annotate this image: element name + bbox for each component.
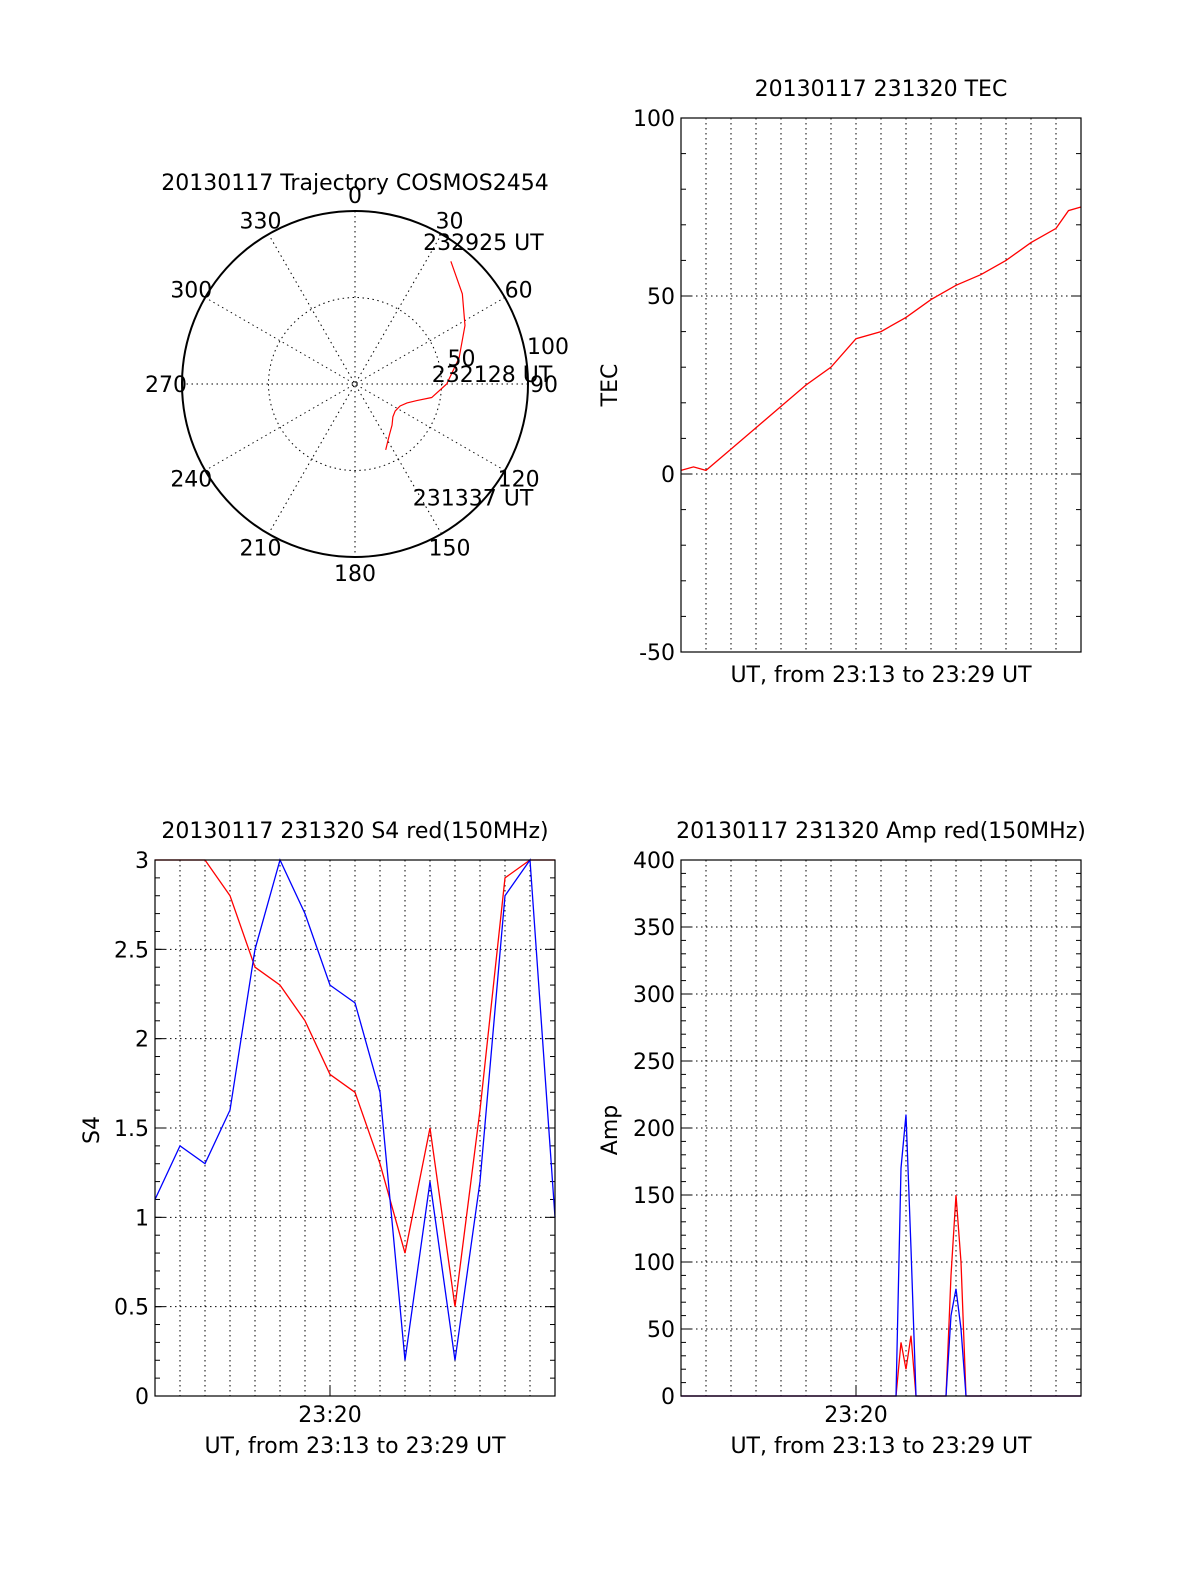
time-annotation: 232128 UT xyxy=(432,363,553,388)
y-tick-label: 50 xyxy=(647,1318,675,1343)
time-annotation: 231337 UT xyxy=(413,487,534,512)
polar-angle-label: 330 xyxy=(240,209,282,234)
polar-angle-label: 270 xyxy=(145,373,187,398)
y-tick-label: -50 xyxy=(639,641,675,666)
plot-frame xyxy=(680,117,1082,653)
plot-frame xyxy=(680,859,1082,1397)
amp-title: 20130117 231320 Amp red(150MHz) xyxy=(676,819,1086,844)
y-tick-label: 3 xyxy=(135,849,149,874)
y-tick-label: 200 xyxy=(633,1117,675,1142)
polar-radius-label: 50 xyxy=(448,347,476,372)
s4-panel: 20130117 231320 S4 red(150MHz) UT, from … xyxy=(80,819,556,1459)
series-line-0 xyxy=(155,859,555,1307)
series-line-0 xyxy=(680,206,1082,472)
x-tick-label: 23:20 xyxy=(298,1403,361,1428)
y-tick-label: 0 xyxy=(135,1385,149,1410)
time-annotation: 232925 UT xyxy=(423,231,544,256)
y-tick-label: 300 xyxy=(633,983,675,1008)
polar-angle-label: 150 xyxy=(429,537,471,562)
amp-ylabel: Amp xyxy=(598,1105,623,1155)
y-tick-label: 50 xyxy=(647,285,675,310)
polar-radius-label: 100 xyxy=(527,335,569,360)
tec-xlabel: UT, from 23:13 to 23:29 UT xyxy=(730,663,1032,688)
polar-angle-label: 120 xyxy=(498,468,540,493)
polar-angle-label: 60 xyxy=(505,279,533,304)
satellite-track xyxy=(385,261,466,450)
trajectory-title: 20130117 Trajectory COSMOS2454 xyxy=(161,171,548,196)
y-tick-label: 0 xyxy=(661,463,675,488)
y-tick-label: 2 xyxy=(135,1028,149,1053)
x-tick-label: 23:20 xyxy=(824,1403,887,1428)
tec-panel: 20130117 231320 TEC UT, from 23:13 to 23… xyxy=(598,77,1082,688)
polar-angle-label: 0 xyxy=(348,184,362,209)
trajectory-panel: 20130117 Trajectory COSMOS2454 0 30 60 90 12… xyxy=(145,171,569,587)
amp-panel: 20130117 231320 Amp red(150MHz) UT, from… xyxy=(598,819,1086,1459)
plot-frame xyxy=(154,859,556,1397)
s4-title: 20130117 231320 S4 red(150MHz) xyxy=(161,819,548,844)
polar-angle-label: 180 xyxy=(334,562,376,587)
polar-angle-label: 240 xyxy=(170,468,212,493)
y-tick-label: 1 xyxy=(135,1206,149,1231)
polar-mid-circle xyxy=(268,297,442,471)
amp-xlabel: UT, from 23:13 to 23:29 UT xyxy=(730,1434,1032,1459)
tec-ylabel: TEC xyxy=(598,364,623,408)
s4-ylabel: S4 xyxy=(80,1116,105,1144)
y-tick-label: 350 xyxy=(633,916,675,941)
s4-xlabel: UT, from 23:13 to 23:29 UT xyxy=(204,1434,506,1459)
polar-angle-label: 30 xyxy=(436,209,464,234)
y-tick-label: 0 xyxy=(661,1385,675,1410)
y-tick-label: 1.5 xyxy=(114,1117,149,1142)
tec-title: 20130117 231320 TEC xyxy=(755,77,1008,102)
y-tick-label: 100 xyxy=(633,107,675,132)
polar-angle-label: 90 xyxy=(530,373,558,398)
polar-angle-label: 300 xyxy=(170,279,212,304)
y-tick-label: 150 xyxy=(633,1184,675,1209)
series-line-1 xyxy=(154,858,556,1361)
y-tick-label: 400 xyxy=(633,849,675,874)
y-tick-label: 100 xyxy=(633,1251,675,1276)
y-tick-label: 0.5 xyxy=(114,1296,149,1321)
polar-angle-label: 210 xyxy=(240,537,282,562)
y-tick-label: 2.5 xyxy=(114,938,149,963)
y-tick-label: 250 xyxy=(633,1050,675,1075)
